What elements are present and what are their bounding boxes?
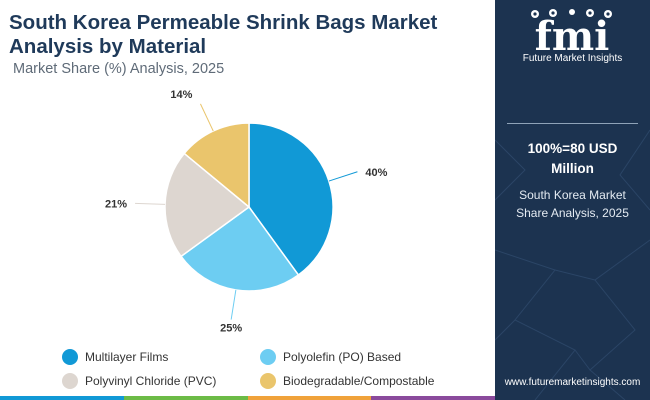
legend-label-biodegradable: Biodegradable/Compostable — [283, 374, 435, 388]
side-panel: fmi Future Market Insights 100%=80 USD M… — [495, 0, 650, 400]
pie-slice-pvc — [164, 152, 251, 258]
legend-item-pvc: Polyvinyl Chloride (PVC) — [62, 373, 216, 389]
legend-swatch-pvc — [62, 373, 78, 389]
market-caption-line1: South Korea Market — [519, 188, 626, 202]
website-link[interactable]: www.futuremarketinsights.com — [504, 377, 641, 388]
bottom-bar-segment — [123, 396, 248, 400]
leader-line-biodegradable — [200, 103, 214, 132]
data-label-pvc: 21% — [105, 198, 127, 210]
panel-divider — [507, 123, 638, 124]
pie-chart: 40% 25% 21% 14% — [0, 80, 495, 340]
chart-subtitle: Market Share (%) Analysis, 2025 — [13, 61, 225, 77]
market-caption: South Korea Market Share Analysis, 2025 — [495, 186, 650, 222]
leader-line-multilayer-films — [328, 171, 358, 182]
pie-slice-multilayer-films — [248, 122, 334, 277]
legend-swatch-polyolefin — [260, 349, 276, 365]
legend-label-pvc: Polyvinyl Chloride (PVC) — [85, 374, 217, 388]
pie-slice-biodegradable — [183, 122, 250, 209]
market-caption-line2: Share Analysis, 2025 — [516, 206, 629, 220]
market-value: 100%=80 USD Million — [495, 139, 650, 179]
bottom-bar-segment — [371, 396, 495, 400]
legend-swatch-multilayer-films — [62, 349, 78, 365]
bottom-color-bar — [0, 396, 495, 400]
data-label-polyolefin: 25% — [220, 323, 242, 335]
leader-line-pvc — [135, 202, 166, 205]
leader-line-polyolefin — [230, 289, 237, 320]
legend-item-multilayer-films: Multilayer Films — [62, 349, 168, 365]
logo-tagline: Future Market Insights — [522, 53, 623, 64]
logo-letters: fmi — [535, 13, 610, 56]
data-label-biodegradable: 14% — [170, 89, 192, 101]
legend-swatch-biodegradable — [260, 373, 276, 389]
chart-title: South Korea Permeable Shrink Bags Market… — [9, 11, 438, 58]
legend-label-polyolefin: Polyolefin (PO) Based — [283, 350, 402, 364]
legend-label-multilayer-films: Multilayer Films — [85, 350, 169, 364]
legend-item-biodegradable: Biodegradable/Compostable — [260, 373, 434, 389]
fmi-logo: fmi — [495, 6, 650, 61]
pie-chart-svg: 40% 25% 21% 14% — [105, 89, 388, 335]
market-value-line2: Million — [551, 161, 594, 176]
legend-item-polyolefin: Polyolefin (PO) Based — [260, 349, 401, 365]
data-label-multilayer-films: 40% — [365, 167, 387, 179]
panel-background-pattern — [495, 129, 650, 400]
market-value-line1: 100%=80 USD — [527, 141, 618, 156]
fmi-logo-mark: fmi — [531, 9, 612, 60]
bottom-bar-segment — [247, 396, 372, 400]
pie-slice-polyolefin — [179, 205, 300, 292]
bottom-bar-segment — [0, 396, 124, 400]
